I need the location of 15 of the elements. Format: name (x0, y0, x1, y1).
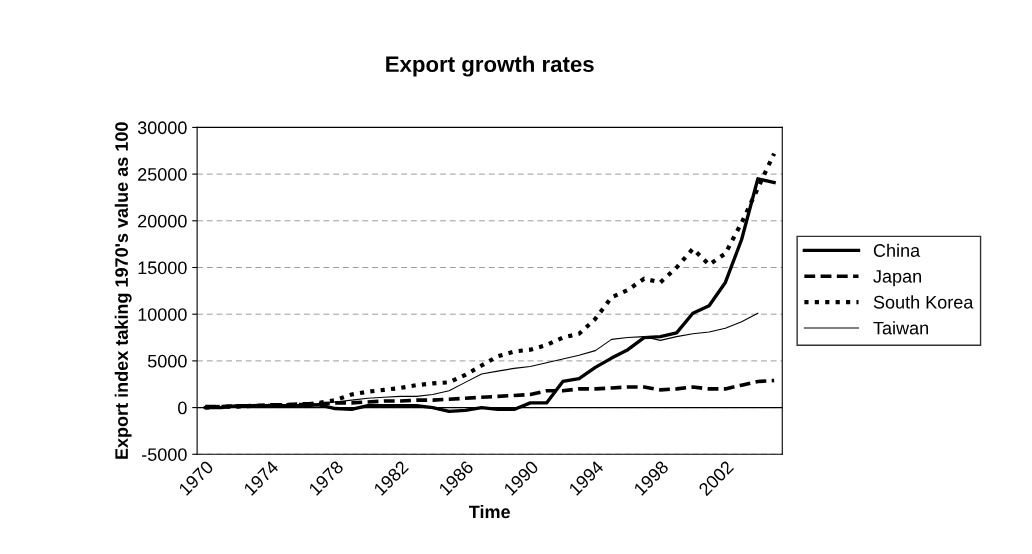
y-tick-label: 5000 (147, 354, 187, 368)
legend-label: Taiwan (873, 321, 928, 335)
legend-label: South Korea (873, 295, 974, 309)
chart-title: Export growth rates (386, 55, 594, 77)
y-tick-label: 30000 (137, 121, 187, 135)
y-tick-label: -5000 (142, 448, 187, 461)
legend-label: China (873, 243, 921, 257)
legend-label: Japan (873, 270, 921, 287)
y-tick-label: 10000 (138, 308, 187, 321)
y-axis-title: Export index taking 1970's value as 100 (114, 122, 132, 459)
x-axis-title: Time (468, 505, 510, 519)
y-tick-label: 0 (178, 401, 187, 415)
y-tick-label: 20000 (138, 214, 187, 228)
y-tick-label: 25000 (138, 168, 187, 181)
y-tick-label: 15000 (138, 261, 187, 275)
